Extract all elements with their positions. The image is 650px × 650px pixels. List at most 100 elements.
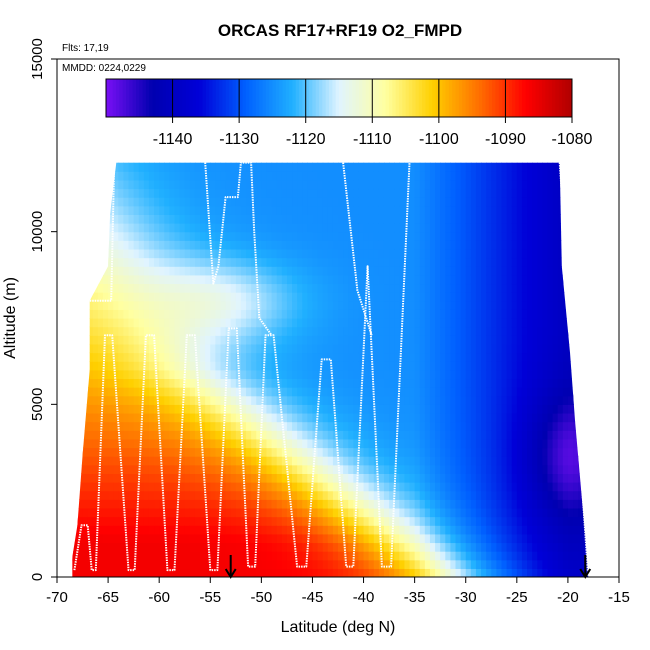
field-cell [276,162,283,172]
field-cell [189,456,196,466]
field-cell [266,223,273,233]
field-cell [358,473,365,483]
field-cell [470,335,477,345]
field-cell [394,223,400,233]
field-cell [450,231,457,241]
field-cell [373,335,380,345]
field-cell [486,438,492,449]
field-cell [343,516,349,526]
field-cell [133,231,140,241]
field-cell [317,499,324,509]
field-cell [358,274,365,285]
field-cell [128,430,135,440]
field-cell [429,551,436,561]
field-cell [567,171,574,181]
colorbar-segment [552,79,556,117]
field-cell [332,361,339,371]
field-cell [123,309,130,319]
field-cell [501,551,508,561]
field-cell [87,162,94,172]
field-cell [332,404,339,414]
field-cell [450,395,457,405]
field-cell [383,179,390,190]
field-cell [102,257,109,267]
field-cell [225,404,232,414]
field-cell [567,533,574,544]
field-cell [511,352,518,362]
field-cell [399,551,406,561]
field-cell [205,551,211,561]
field-cell [557,326,564,336]
field-cell [511,473,518,483]
field-cell [102,352,109,362]
field-cell [491,188,497,198]
field-cell [399,542,406,552]
field-cell [154,456,160,466]
field-cell [220,214,227,224]
field-cell [317,438,324,449]
field-cell [297,205,303,215]
field-cell [205,318,211,328]
field-cell [297,378,303,388]
field-cell [72,292,79,302]
field-cell [159,490,165,500]
field-cell [322,335,329,345]
field-cell [215,456,222,466]
field-cell [312,456,319,466]
field-cell [251,214,257,224]
field-cell [429,456,436,466]
field-cell [573,438,579,449]
field-cell [399,456,406,466]
field-cell [378,482,385,492]
field-cell [424,283,431,293]
field-cell [394,257,400,267]
field-cell [338,404,344,414]
field-cell [475,404,482,414]
field-cell [286,464,293,474]
field-cell [450,568,457,577]
field-cell [92,533,99,544]
field-cell [143,309,150,319]
field-cell [394,404,400,414]
field-cell [302,292,308,302]
field-cell [542,343,549,354]
field-cell [552,205,559,215]
field-cell [332,525,339,535]
field-cell [373,525,380,535]
field-cell [271,248,278,259]
field-cell [143,223,150,233]
field-cell [353,240,360,250]
field-cell [297,404,303,414]
field-cell [215,205,222,215]
field-cell [455,162,462,172]
field-cell [72,361,79,371]
field-cell [521,369,528,380]
field-cell [225,421,232,431]
field-cell [429,274,436,285]
field-cell [164,326,170,336]
field-cell [363,318,370,328]
field-cell [343,179,349,190]
field-cell [72,309,79,319]
field-cell [353,568,360,577]
field-cell [138,343,145,354]
field-cell [169,369,176,380]
field-cell [200,533,206,544]
field-cell [552,257,559,267]
field-cell [511,171,518,181]
field-cell [404,179,411,190]
field-cell [353,387,360,397]
field-cell [491,378,497,388]
field-cell [435,205,441,215]
field-cell [276,274,283,285]
field-cell [332,214,339,224]
field-cell [128,197,135,207]
field-cell [353,223,360,233]
field-cell [516,542,523,552]
field-cell [368,197,375,207]
field-cell [276,309,283,319]
field-cell [281,525,288,535]
field-cell [174,266,181,276]
field-cell [148,412,155,423]
field-cell [450,533,457,544]
